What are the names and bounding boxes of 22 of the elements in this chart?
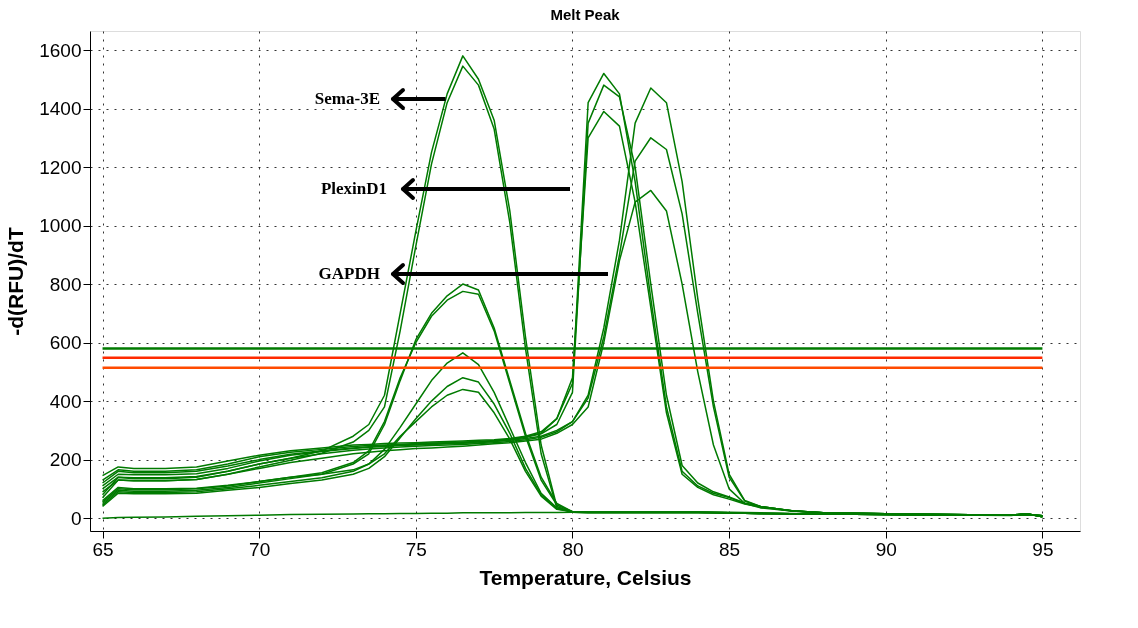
x-tick-label: 90 (875, 538, 897, 560)
y-tick-label: 400 (49, 390, 82, 412)
x-tick-label: 65 (92, 538, 114, 560)
x-tick-label: 85 (719, 538, 741, 560)
annotation: GAPDH (318, 264, 380, 283)
y-tick-label: 1000 (39, 215, 82, 237)
chart-title: Melt Peak (550, 6, 621, 23)
x-tick-label: 80 (562, 538, 584, 560)
y-axis-title: -d(RFU)/dT (4, 227, 28, 336)
annotation: Sema-3E (314, 89, 380, 108)
y-tick-label: 800 (49, 273, 82, 295)
y-tick-label: 1200 (39, 156, 82, 178)
x-tick-label: 70 (249, 538, 271, 560)
annotation: PlexinD1 (320, 179, 387, 198)
y-tick-label: 0 (70, 507, 82, 529)
x-axis-title: Temperature, Celsius (479, 565, 692, 589)
y-tick-label: 1400 (39, 98, 82, 120)
y-tick-label: 200 (49, 449, 82, 471)
x-tick-label: 75 (405, 538, 427, 560)
y-tick-label: 1600 (39, 39, 82, 61)
y-tick-label: 600 (49, 332, 82, 354)
x-tick-label: 95 (1032, 538, 1054, 560)
